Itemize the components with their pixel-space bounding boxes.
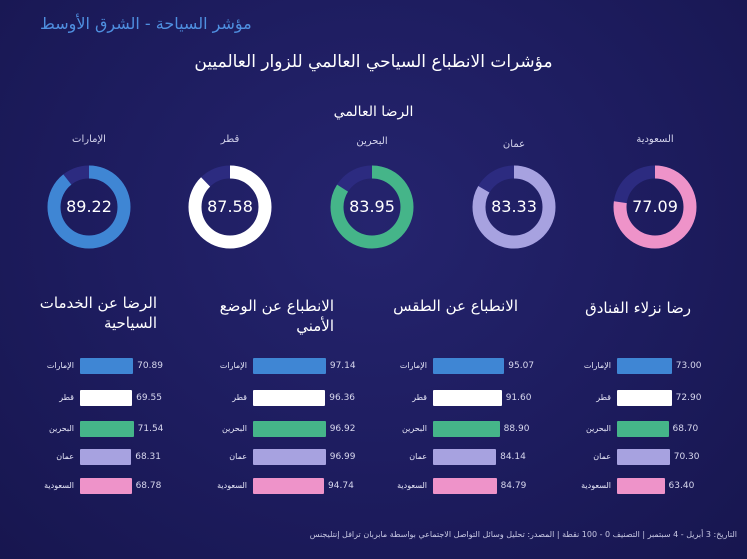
bar-value-label: 96.92 [329, 424, 356, 434]
bar [253, 478, 325, 494]
bar-category-label: الإمارات [46, 361, 74, 370]
bar-value-label: 71.54 [137, 424, 164, 434]
bar [253, 358, 326, 374]
bar [433, 478, 497, 494]
bar [253, 449, 326, 465]
bar-category-label: عمان [409, 452, 427, 461]
bar-category-label: عمان [56, 452, 74, 461]
donut-label: البحرين [356, 136, 388, 147]
bar-category-label: البحرين [586, 424, 611, 433]
donut-label: السعودية [636, 134, 674, 145]
bar-category-label: البحرين [402, 424, 427, 433]
donut-4 [613, 165, 697, 249]
bar [433, 358, 505, 374]
bar [80, 449, 132, 465]
bar-category-label: قطر [232, 393, 247, 402]
bar [433, 390, 502, 406]
donut-label: عمان [502, 139, 526, 150]
bar-category-label: السعودية [217, 481, 247, 490]
bar [617, 449, 670, 465]
bar [617, 358, 672, 374]
bar-value-label: 68.78 [135, 481, 162, 491]
bar [80, 478, 132, 494]
donut-label: الإمارات [72, 134, 106, 145]
bar-category-label: البحرين [49, 424, 74, 433]
footer-note: التاريخ: 3 أبريل - 4 سبتمبر | التصنيف 0 … [309, 530, 737, 539]
donut-value: 77.09 [632, 197, 678, 216]
donut-value: 83.33 [491, 197, 537, 216]
panel-title: رضا نزلاء الفنادق [585, 299, 691, 317]
bar-category-label: الإمارات [219, 361, 247, 370]
bar-value-label: 73.00 [675, 361, 702, 371]
bar-value-label: 68.70 [672, 424, 699, 434]
bar [253, 421, 326, 437]
bar-category-label: قطر [412, 393, 427, 402]
bar [253, 390, 326, 406]
bar [433, 449, 497, 465]
donut-arc [188, 165, 272, 249]
panel-title: الرضا عن الخدمات السياحية [39, 294, 157, 332]
bar-value-label: 70.30 [673, 452, 700, 462]
bar [80, 421, 134, 437]
bar-value-label: 72.90 [675, 393, 702, 403]
donut-arc [613, 165, 697, 249]
bar [433, 421, 500, 437]
bar [80, 390, 133, 406]
bar-category-label: الإمارات [583, 361, 611, 370]
bar-value-label: 88.90 [503, 424, 530, 434]
bar-value-label: 84.79 [500, 481, 527, 491]
bar [617, 421, 669, 437]
donut-value: 83.95 [349, 197, 395, 216]
donut-3 [472, 165, 556, 249]
bar-value-label: 94.74 [328, 481, 354, 491]
bar-value-label: 69.55 [136, 393, 162, 403]
bar-category-label: البحرين [222, 424, 247, 433]
bar-value-label: 96.99 [329, 452, 356, 462]
bar-value-label: 84.14 [500, 452, 526, 462]
donut-0 [47, 165, 131, 249]
donut-section-title: الرضا العالمي [333, 104, 414, 120]
donut-label: قطر [220, 134, 240, 145]
bar-category-label: قطر [596, 393, 611, 402]
bar-category-label: السعودية [397, 481, 427, 490]
bar-value-label: 96.36 [329, 393, 356, 403]
bar-value-label: 97.14 [329, 361, 356, 371]
bar-value-label: 68.31 [135, 452, 161, 462]
bar-category-label: قطر [59, 393, 74, 402]
bar [80, 358, 134, 374]
bar-category-label: السعودية [44, 481, 74, 490]
bar [617, 390, 672, 406]
bar-category-label: السعودية [581, 481, 611, 490]
donut-value: 89.22 [66, 197, 112, 216]
bar-category-label: عمان [593, 452, 611, 461]
page-title: مؤشرات الانطباع السياحي العالمي للزوار ا… [194, 52, 553, 72]
panel-title: الانطباع عن الوضع الأمني [219, 297, 334, 335]
bar-category-label: عمان [229, 452, 247, 461]
bar-value-label: 70.89 [137, 361, 163, 371]
bar-value-label: 95.07 [508, 361, 535, 371]
donut-value: 87.58 [207, 197, 253, 216]
donut-arc [330, 165, 414, 249]
bar-value-label: 63.40 [668, 481, 695, 491]
donut-1 [188, 165, 272, 249]
donut-arc [472, 165, 556, 249]
donut-2 [330, 165, 414, 249]
bar-value-label: 91.60 [505, 393, 532, 403]
bar-category-label: الإمارات [399, 361, 427, 370]
donut-arc [47, 165, 131, 249]
panel-title: الانطباع عن الطقس [393, 297, 518, 315]
brand-title: مؤشر السياحة - الشرق الأوسط [40, 14, 252, 33]
bar [617, 478, 665, 494]
